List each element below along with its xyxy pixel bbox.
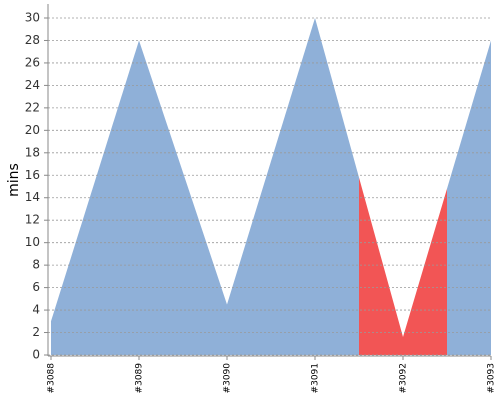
x-tick-label: #3093 [487, 363, 497, 393]
y-tick-label: 16 [25, 168, 40, 182]
x-tick-label: #3091 [311, 363, 321, 393]
y-tick-label: 12 [25, 213, 40, 227]
area-segment [51, 180, 95, 355]
plot-area [51, 18, 491, 355]
y-tick-label: 18 [25, 145, 40, 159]
y-tick-label: 8 [32, 258, 40, 272]
x-tick-label: #3092 [399, 363, 409, 393]
y-tick-label: 10 [25, 235, 40, 249]
x-tick-label: #3089 [135, 363, 145, 394]
area-segment [359, 177, 447, 355]
y-tick-label: 14 [25, 190, 40, 204]
area-segment [183, 161, 271, 355]
area-segment [95, 40, 183, 355]
y-tick-label: 0 [32, 348, 40, 362]
y-tick-label: 4 [32, 303, 40, 317]
x-tick-label: #3088 [47, 363, 57, 394]
y-tick-label: 20 [25, 123, 40, 137]
y-tick-label: 26 [25, 55, 40, 69]
y-tick-label: 24 [25, 78, 40, 92]
y-tick-label: 30 [25, 11, 40, 25]
y-tick-label: 6 [32, 280, 40, 294]
area-segment [271, 18, 359, 355]
y-tick-label: 2 [32, 325, 40, 339]
x-tick-label: #3090 [223, 363, 233, 394]
y-tick-label: 22 [25, 100, 40, 114]
grid [48, 17, 491, 356]
y-tick-label: 28 [25, 33, 40, 47]
y-axis-label: mins [6, 163, 22, 197]
